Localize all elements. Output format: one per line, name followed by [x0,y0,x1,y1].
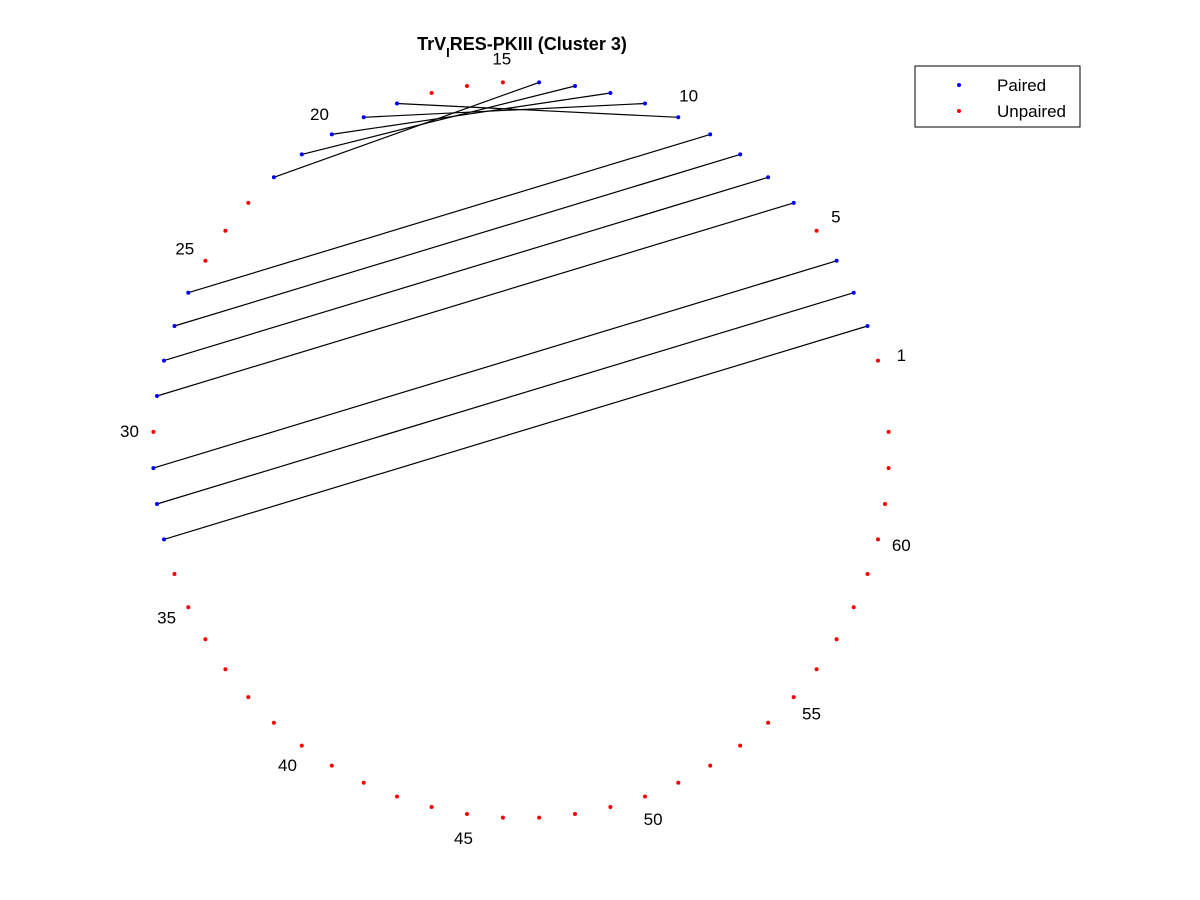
legend-marker-paired [957,83,961,87]
unpaired-nucleotide-47 [537,815,542,820]
unpaired-nucleotide-38 [246,695,251,700]
legend-label-unpaired: Unpaired [997,102,1066,121]
legend: Paired Unpaired [914,65,1081,128]
paired-nucleotide-8 [738,152,743,157]
position-label-30: 30 [120,422,139,441]
paired-nucleotide-29 [155,394,159,398]
unpaired-nucleotide-1 [876,358,880,363]
position-label-20: 20 [310,105,329,124]
unpaired-nucleotide-40 [299,743,304,748]
paired-nucleotide-27 [172,324,177,328]
unpaired-nucleotide-49 [608,805,613,809]
paired-nucleotide-21 [299,152,304,157]
bond-line-6-29 [156,202,794,397]
bond-line-11-19 [363,102,646,118]
position-label-1: 1 [897,346,906,365]
paired-nucleotide-9 [708,132,713,137]
legend-label-paired: Paired [997,76,1046,95]
paired-nucleotide-14 [537,80,542,85]
paired-nucleotide-3 [851,290,856,295]
unpaired-nucleotide-46 [500,815,505,820]
unpaired-nucleotide-23 [246,200,251,205]
paired-nucleotide-6 [791,200,796,205]
unpaired-nucleotide-16 [465,84,469,88]
unpaired-nucleotide-62 [886,466,891,471]
unpaired-nucleotide-52 [708,763,713,768]
bond-line-8-27 [174,153,741,327]
unpaired-nucleotide-30 [151,429,156,434]
position-label-10: 10 [679,87,698,106]
position-label-60: 60 [892,536,911,555]
unpaired-nucleotide-34 [172,572,177,576]
paired-nucleotide-19 [361,115,366,120]
paired-nucleotide-2 [865,324,870,328]
legend-marker-unpaired [957,109,961,113]
unpaired-nucleotide-58 [851,605,856,610]
position-label-50: 50 [644,810,663,829]
unpaired-nucleotide-37 [223,667,228,672]
unpaired-nucleotide-54 [766,720,771,725]
chart-title: TrVIRES-PKIII (Cluster 3) [417,34,627,60]
paired-nucleotide-10 [676,115,681,120]
unpaired-nucleotide-42 [361,780,366,785]
unpaired-nucleotide-45 [465,812,469,816]
unpaired-nucleotide-56 [814,667,819,672]
unpaired-nucleotide-39 [271,720,276,725]
paired-nucleotide-7 [766,175,771,180]
paired-nucleotide-26 [186,290,191,295]
unpaired-nucleotide-17 [429,91,434,95]
unpaired-nucleotide-50 [643,794,647,799]
bond-line-14-22 [273,81,540,178]
bond-line-12-20 [331,92,611,135]
bond-line-2-33 [163,325,868,540]
paired-nucleotide-28 [162,358,166,363]
unpaired-nucleotide-15 [500,80,505,85]
paired-nucleotide-12 [608,91,613,95]
unpaired-nucleotide-63 [886,429,891,434]
unpaired-nucleotide-41 [329,763,334,768]
unpaired-nucleotide-43 [395,794,399,799]
unpaired-nucleotide-44 [429,805,434,809]
bond-line-7-28 [163,176,769,362]
nucleotide-dots [151,80,891,820]
paired-nucleotide-31 [151,466,156,471]
unpaired-nucleotide-36 [203,637,208,642]
position-label-15: 15 [492,50,511,69]
unpaired-nucleotide-24 [223,228,228,233]
bond-line-3-32 [156,292,854,505]
position-label-40: 40 [278,756,297,775]
paired-nucleotide-18 [395,101,399,106]
paired-nucleotide-13 [573,84,577,88]
bond-line-13-21 [301,85,576,155]
base-pair-bonds [153,81,868,540]
unpaired-nucleotide-35 [186,605,191,610]
unpaired-nucleotide-51 [676,780,681,785]
unpaired-nucleotide-48 [573,812,577,816]
position-label-55: 55 [802,704,821,723]
bond-line-10-18 [396,102,679,118]
unpaired-nucleotide-53 [738,743,743,748]
position-label-45: 45 [454,829,473,848]
unpaired-nucleotide-5 [814,228,819,233]
unpaired-nucleotide-25 [203,258,208,263]
paired-nucleotide-11 [643,101,647,106]
paired-nucleotide-20 [329,132,334,137]
unpaired-nucleotide-57 [834,637,839,642]
position-label-35: 35 [157,609,176,628]
position-label-5: 5 [831,208,840,227]
bond-line-9-26 [188,133,711,294]
paired-nucleotide-33 [162,537,166,542]
unpaired-nucleotide-59 [865,572,870,576]
unpaired-nucleotide-55 [791,695,796,700]
paired-nucleotide-22 [271,175,276,180]
bond-line-4-31 [153,260,837,469]
paired-nucleotide-4 [834,258,839,263]
paired-nucleotide-32 [155,502,159,506]
legend-box [914,65,1081,128]
position-label-25: 25 [175,240,194,259]
unpaired-nucleotide-61 [883,502,887,506]
unpaired-nucleotide-60 [876,537,880,542]
